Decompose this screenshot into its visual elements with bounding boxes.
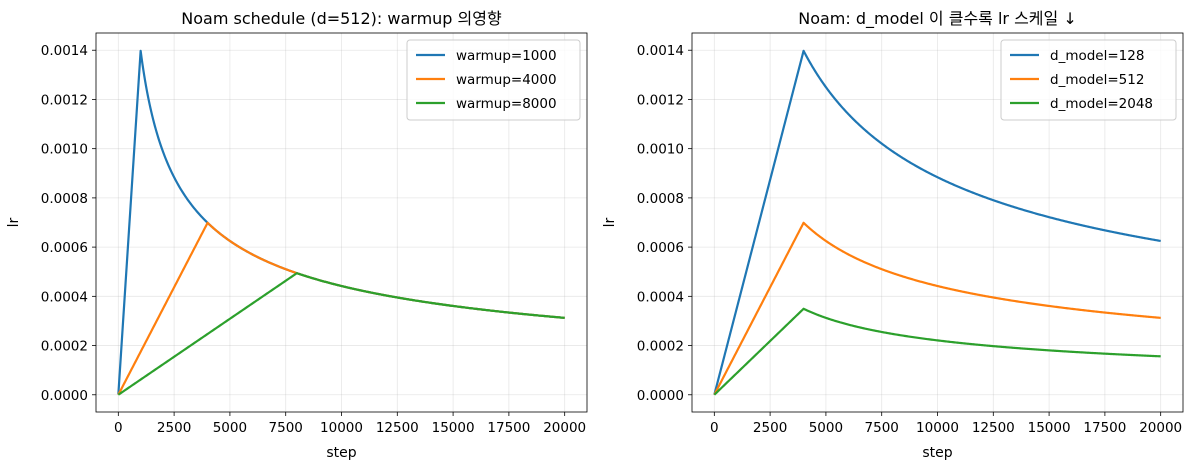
- y-tick-label: 0.0014: [637, 43, 684, 59]
- x-tick-label: 2500: [753, 420, 787, 436]
- y-tick-label: 0.0006: [41, 240, 88, 256]
- y-axis-label: lr: [6, 217, 22, 227]
- y-tick-label: 0.0000: [637, 388, 684, 404]
- x-tick-label: 5000: [213, 420, 247, 436]
- x-tick-label: 7500: [865, 420, 899, 436]
- y-tick-label: 0.0006: [637, 240, 684, 256]
- x-tick-label: 0: [710, 420, 719, 436]
- legend: warmup=1000 warmup=4000 warmup=8000: [406, 39, 581, 121]
- legend-label: warmup=1000: [456, 48, 557, 64]
- x-tick-label: 12500: [376, 420, 419, 436]
- legend-label: warmup=4000: [456, 72, 557, 88]
- y-tick-label: 0.0012: [41, 92, 88, 108]
- series-line-d-model-512: [713, 221, 1161, 396]
- y-tick-label: 0.0010: [637, 142, 684, 158]
- y-tick-label: 0.0004: [41, 289, 88, 305]
- x-tick-label: 7500: [269, 420, 303, 436]
- x-tick-label: 20000: [1139, 420, 1182, 436]
- legend-label: d_model=2048: [1050, 96, 1153, 112]
- legend: d_model=128 d_model=512 d_model=2048: [1000, 39, 1177, 121]
- x-axis-label: step: [326, 445, 356, 461]
- x-tick-label: 12500: [972, 420, 1015, 436]
- legend-label: warmup=8000: [456, 96, 557, 112]
- legend-label: d_model=512: [1050, 72, 1144, 88]
- x-tick-label: 10000: [320, 420, 363, 436]
- chart-title: Noam: d_model 이 클수록 lr 스케일 ↓: [798, 9, 1077, 29]
- x-tick-label: 10000: [916, 420, 959, 436]
- x-tick-label: 17500: [487, 420, 530, 436]
- series-line-d-model-128: [713, 49, 1161, 395]
- y-tick-label: 0.0000: [41, 388, 88, 404]
- y-tick-label: 0.0012: [637, 92, 684, 108]
- x-tick-label: 17500: [1083, 420, 1126, 436]
- x-axis-label: step: [922, 445, 952, 461]
- legend-label: d_model=128: [1050, 48, 1144, 64]
- series-line-warmup-8000: [117, 272, 565, 396]
- x-tick-label: 15000: [432, 420, 475, 436]
- y-tick-label: 0.0010: [41, 142, 88, 158]
- y-axis-label: lr: [602, 217, 618, 227]
- y-tick-label: 0.0002: [41, 339, 88, 355]
- x-tick-label: 15000: [1028, 420, 1071, 436]
- y-tick-label: 0.0008: [637, 191, 684, 207]
- chart-panel-dmodel: 0 2500 5000 7500 10000 12500 15000 17500 20000 0.…: [602, 9, 1184, 461]
- y-tick-label: 0.0004: [637, 289, 684, 305]
- grid-lines: [692, 33, 1183, 412]
- chart-title: Noam schedule (d=512): warmup 의영향: [181, 9, 502, 28]
- x-tick-label: 0: [114, 420, 123, 436]
- y-tick-label: 0.0014: [41, 43, 88, 59]
- x-tick-label: 20000: [543, 420, 586, 436]
- legend-box: [406, 39, 581, 121]
- series-lines: [713, 49, 1161, 396]
- series-lines: [117, 49, 565, 396]
- y-tick-label: 0.0002: [637, 339, 684, 355]
- chart-panel-warmup: 0 2500 5000 7500 10000 12500 15000 17500 20000 0.…: [6, 9, 588, 461]
- y-tick-label: 0.0008: [41, 191, 88, 207]
- series-line-d-model-2048: [713, 307, 1161, 396]
- x-tick-label: 5000: [809, 420, 843, 436]
- x-tick-label: 2500: [157, 420, 191, 436]
- legend-box: [1000, 39, 1177, 121]
